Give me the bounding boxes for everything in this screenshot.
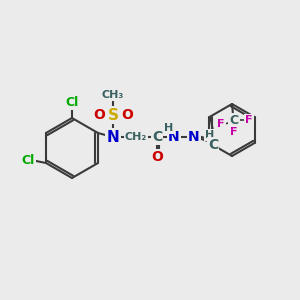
- Text: N: N: [168, 130, 180, 144]
- Text: O: O: [93, 108, 105, 122]
- Text: H: H: [164, 123, 174, 133]
- Text: C: C: [152, 130, 162, 144]
- Text: CH₂: CH₂: [125, 132, 147, 142]
- Text: CH₃: CH₃: [102, 90, 124, 100]
- Text: Cl: Cl: [21, 154, 34, 167]
- Text: O: O: [121, 108, 133, 122]
- Text: C: C: [208, 138, 218, 152]
- Text: Cl: Cl: [65, 95, 79, 109]
- Text: F: F: [230, 127, 238, 137]
- Text: N: N: [106, 130, 119, 145]
- Text: H: H: [206, 130, 214, 140]
- Text: O: O: [151, 150, 163, 164]
- Text: S: S: [107, 107, 118, 122]
- Text: F: F: [245, 115, 253, 125]
- Text: N: N: [188, 130, 200, 144]
- Text: F: F: [217, 119, 225, 129]
- Text: C: C: [230, 113, 238, 127]
